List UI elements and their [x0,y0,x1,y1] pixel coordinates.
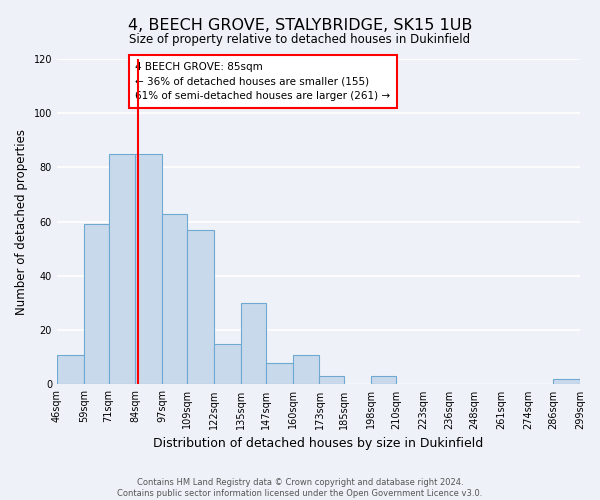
Text: 4 BEECH GROVE: 85sqm
← 36% of detached houses are smaller (155)
61% of semi-deta: 4 BEECH GROVE: 85sqm ← 36% of detached h… [136,62,391,102]
Bar [109,154,136,384]
Bar [163,214,187,384]
X-axis label: Distribution of detached houses by size in Dukinfield: Distribution of detached houses by size … [154,437,484,450]
Bar [319,376,344,384]
Text: 4, BEECH GROVE, STALYBRIDGE, SK15 1UB: 4, BEECH GROVE, STALYBRIDGE, SK15 1UB [128,18,472,32]
Bar [241,303,266,384]
Bar [187,230,214,384]
Bar [136,154,163,384]
Bar [57,354,84,384]
Bar [266,362,293,384]
Bar [371,376,396,384]
Bar [84,224,109,384]
Text: Size of property relative to detached houses in Dukinfield: Size of property relative to detached ho… [130,32,470,46]
Bar [214,344,241,385]
Bar [293,354,319,384]
Bar [553,379,580,384]
Text: Contains HM Land Registry data © Crown copyright and database right 2024.
Contai: Contains HM Land Registry data © Crown c… [118,478,482,498]
Y-axis label: Number of detached properties: Number of detached properties [15,128,28,314]
